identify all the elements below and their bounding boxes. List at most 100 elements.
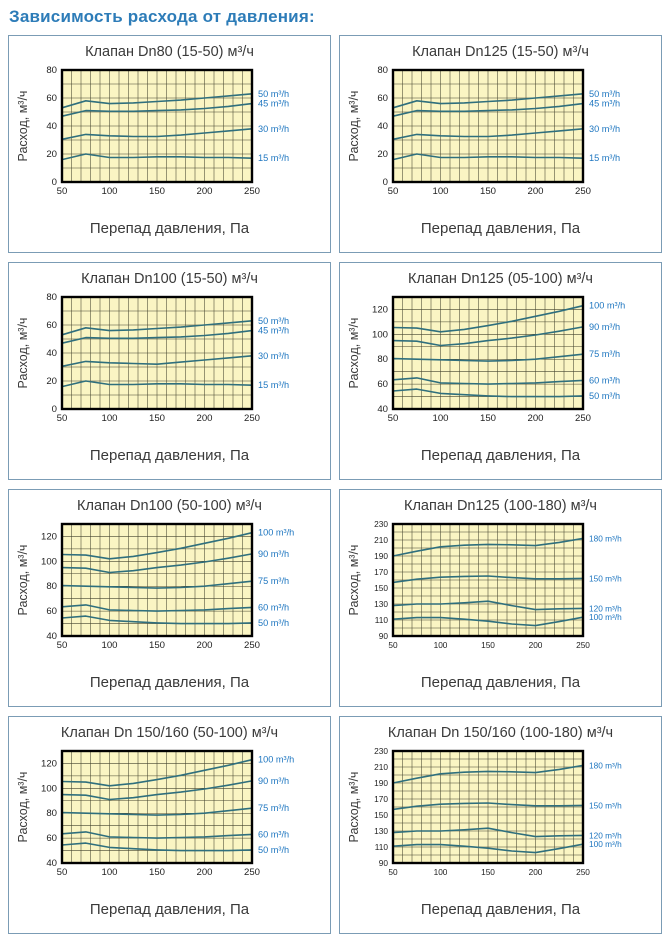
chart-panel-dn100-15-50: Клапан Dn100 (15-50) м³/ч 0 20 40 60 80 50 100… [8, 262, 331, 480]
svg-text:80: 80 [46, 65, 57, 76]
svg-text:120 m³/h: 120 m³/h [589, 603, 622, 613]
svg-text:150: 150 [479, 413, 495, 424]
x-axis-title: Перепад давления, Па [89, 901, 250, 918]
svg-text:40: 40 [46, 631, 57, 642]
x-axis-title: Перепад давления, Па [420, 674, 581, 691]
svg-text:45 m³/h: 45 m³/h [258, 99, 289, 109]
chart-panel-dn150-160-100-180: Клапан Dn 150/160 (100-180) м³/ч 90 110 13… [339, 716, 662, 934]
svg-text:50: 50 [56, 640, 67, 651]
chart-panel-dn125-100-180: Клапан Dn125 (100-180) м³/ч 90 110 130 150 1… [339, 489, 662, 707]
x-axis-title: Перепад давления, Па [420, 447, 581, 464]
chart-plot: 40 60 80 100 120 50 100 150 200 250 Расход, м³/ч 10… [16, 522, 294, 651]
svg-text:200: 200 [196, 867, 212, 878]
svg-text:45 m³/h: 45 m³/h [258, 326, 289, 336]
svg-text:15 m³/h: 15 m³/h [258, 153, 289, 163]
svg-text:200: 200 [196, 186, 212, 197]
svg-text:20: 20 [46, 149, 57, 160]
chart-panel-dn125-15-50: Клапан Dn125 (15-50) м³/ч 0 20 40 60 80 50 100… [339, 35, 662, 253]
chart-title: Клапан Dn 150/160 (50-100) м³/ч [60, 725, 279, 741]
svg-text:90: 90 [378, 631, 388, 641]
svg-text:100 m³/h: 100 m³/h [589, 839, 622, 849]
svg-text:120: 120 [371, 304, 387, 315]
chart-title: Клапан Dn125 (05-100) м³/ч [408, 271, 593, 287]
x-axis-title: Перепад давления, Па [89, 447, 250, 464]
svg-text:Расход, м³/ч: Расход, м³/ч [16, 772, 30, 843]
chart-plot: 90 110 130 150 170 190 210 230 50 100 150 200 250 Рас… [347, 746, 622, 877]
svg-text:120: 120 [40, 758, 56, 769]
svg-text:250: 250 [574, 186, 590, 197]
svg-text:40: 40 [46, 121, 57, 132]
svg-text:90 m³/h: 90 m³/h [258, 549, 289, 559]
svg-text:50: 50 [388, 640, 398, 650]
svg-text:0: 0 [51, 404, 56, 415]
svg-text:250: 250 [243, 867, 259, 878]
chart-plot: 0 20 40 60 80 50 100 150 200 250 Расход, м³/ч 50 m³… [347, 65, 620, 197]
svg-text:Расход, м³/ч: Расход, м³/ч [16, 318, 30, 389]
svg-text:80: 80 [377, 65, 388, 76]
chart-plot: 0 20 40 60 80 50 100 150 200 250 Расход, м³/ч 50 m³… [16, 65, 289, 197]
chart-plot: 40 60 80 100 120 50 100 150 200 250 Расход, м³/ч 10… [16, 749, 294, 878]
svg-text:250: 250 [576, 640, 590, 650]
svg-text:20: 20 [46, 376, 57, 387]
chart-title: Клапан Dn100 (15-50) м³/ч [81, 271, 258, 287]
svg-text:60 m³/h: 60 m³/h [258, 829, 289, 839]
svg-text:40: 40 [377, 404, 388, 415]
svg-text:80: 80 [377, 354, 388, 365]
svg-text:50: 50 [388, 867, 398, 877]
svg-text:60 m³/h: 60 m³/h [589, 375, 620, 385]
svg-text:15 m³/h: 15 m³/h [589, 153, 620, 163]
chart-title: Клапан Dn80 (15-50) м³/ч [85, 44, 254, 60]
svg-text:100: 100 [40, 783, 56, 794]
svg-text:50 m³/h: 50 m³/h [258, 316, 289, 326]
svg-text:Расход, м³/ч: Расход, м³/ч [347, 91, 361, 162]
svg-text:100: 100 [432, 186, 448, 197]
svg-text:60: 60 [46, 93, 57, 104]
svg-text:170: 170 [374, 567, 388, 577]
svg-text:250: 250 [243, 413, 259, 424]
svg-text:Расход, м³/ч: Расход, м³/ч [347, 772, 361, 843]
svg-text:100: 100 [433, 640, 447, 650]
svg-text:40: 40 [46, 858, 57, 869]
chart-panel-dn125-05-100: Клапан Dn125 (05-100) м³/ч 40 60 80 100 120 5… [339, 262, 662, 480]
chart-title: Клапан Dn125 (15-50) м³/ч [412, 44, 589, 60]
chart-title: Клапан Dn125 (100-180) м³/ч [404, 498, 597, 514]
svg-text:0: 0 [51, 177, 56, 188]
svg-text:150: 150 [374, 810, 388, 820]
svg-text:100: 100 [371, 329, 387, 340]
chart-title: Клапан Dn 150/160 (100-180) м³/ч [387, 725, 614, 741]
svg-text:30 m³/h: 30 m³/h [258, 124, 289, 134]
chart-panel-dn150-160-50-100: Клапан Dn 150/160 (50-100) м³/ч 40 60 80 10… [8, 716, 331, 934]
svg-text:100 m³/h: 100 m³/h [258, 528, 294, 538]
svg-text:100 m³/h: 100 m³/h [589, 612, 622, 622]
svg-text:50: 50 [387, 186, 398, 197]
svg-text:250: 250 [574, 413, 590, 424]
svg-text:150: 150 [148, 413, 164, 424]
svg-text:60: 60 [46, 320, 57, 331]
svg-text:50: 50 [387, 413, 398, 424]
svg-text:250: 250 [243, 640, 259, 651]
svg-text:230: 230 [374, 519, 388, 529]
svg-text:180 m³/h: 180 m³/h [589, 533, 622, 543]
svg-text:80: 80 [46, 292, 57, 303]
svg-text:210: 210 [374, 762, 388, 772]
svg-text:200: 200 [196, 640, 212, 651]
svg-text:150: 150 [374, 583, 388, 593]
svg-text:80: 80 [46, 808, 57, 819]
svg-text:100: 100 [40, 556, 56, 567]
svg-text:90 m³/h: 90 m³/h [258, 776, 289, 786]
x-axis-title: Перепад давления, Па [89, 674, 250, 691]
svg-text:110: 110 [374, 842, 388, 852]
svg-text:60: 60 [377, 379, 388, 390]
svg-text:20: 20 [377, 149, 388, 160]
svg-text:100: 100 [101, 867, 117, 878]
svg-text:150: 150 [148, 186, 164, 197]
svg-text:50: 50 [56, 413, 67, 424]
chart-panel-dn100-50-100: Клапан Dn100 (50-100) м³/ч 40 60 80 100 120 5… [8, 489, 331, 707]
svg-text:40: 40 [46, 348, 57, 359]
svg-text:40: 40 [377, 121, 388, 132]
svg-text:100 m³/h: 100 m³/h [589, 301, 625, 311]
svg-text:190: 190 [374, 551, 388, 561]
svg-text:50 m³/h: 50 m³/h [258, 845, 289, 855]
svg-text:45 m³/h: 45 m³/h [589, 99, 620, 109]
